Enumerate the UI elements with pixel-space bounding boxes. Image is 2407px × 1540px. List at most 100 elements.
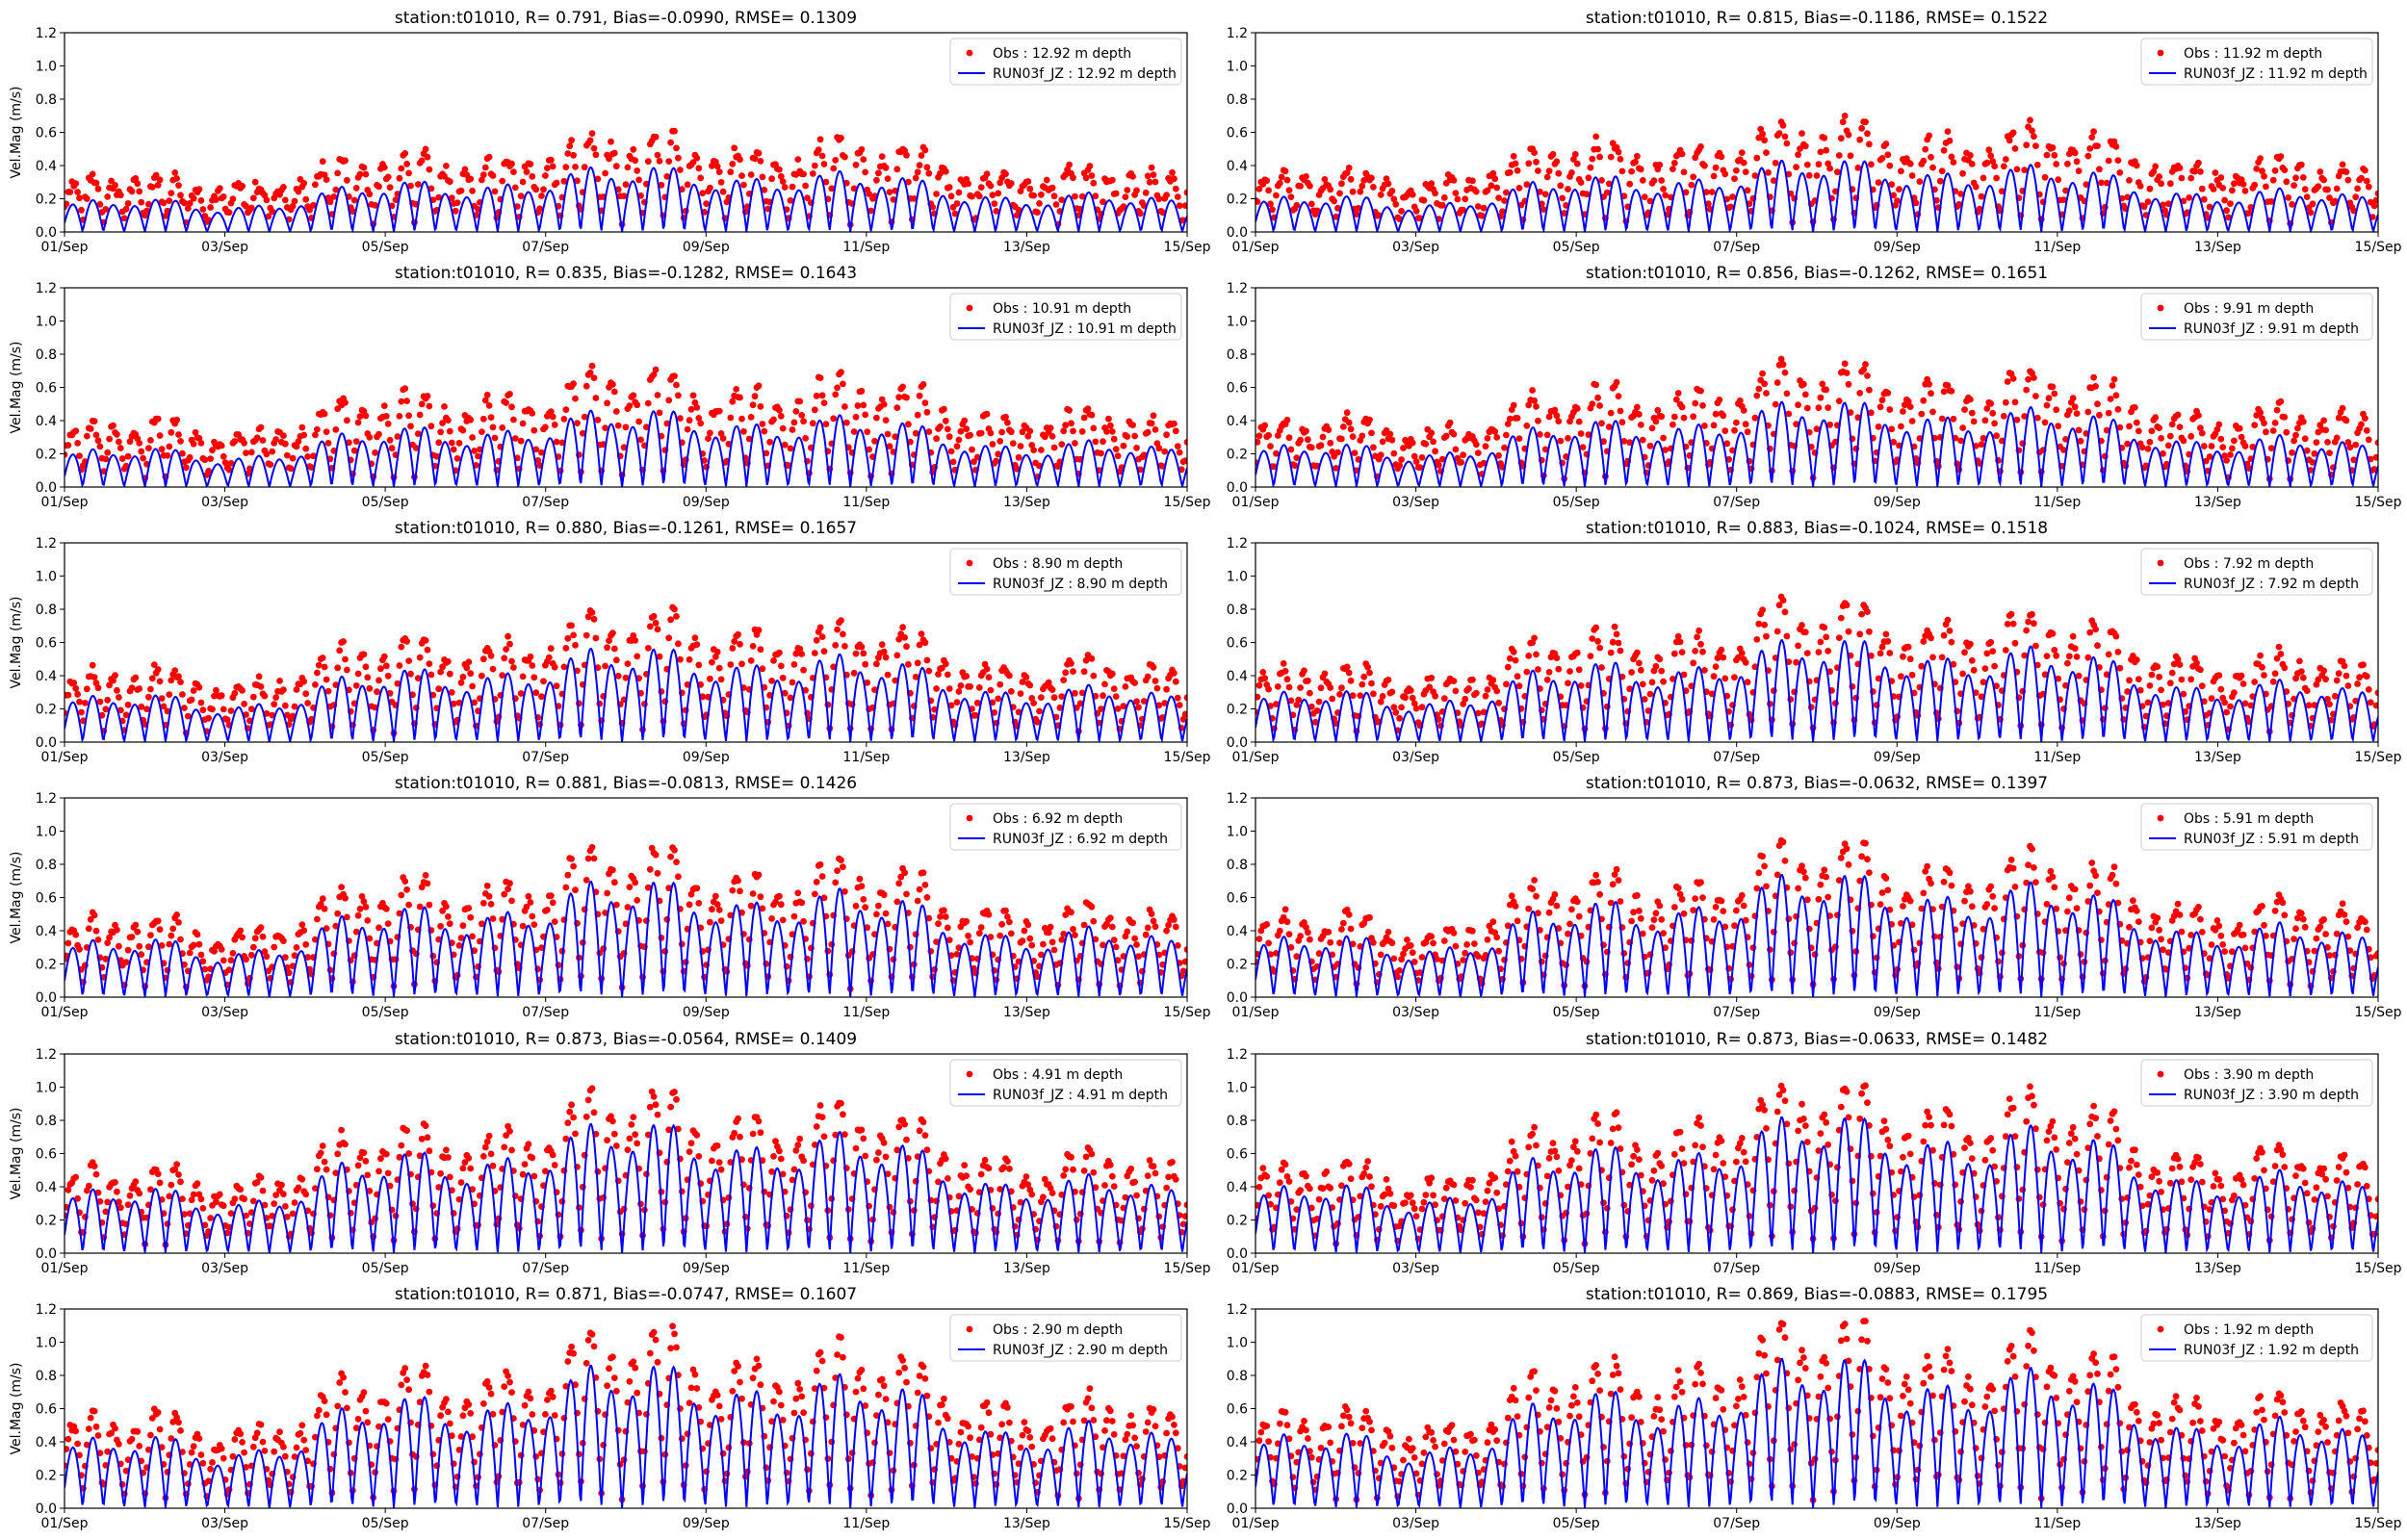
obs-point — [334, 910, 342, 917]
obs-point — [251, 935, 259, 942]
obs-point — [396, 413, 403, 420]
obs-point — [289, 454, 297, 462]
obs-point — [568, 137, 575, 144]
obs-point — [1411, 700, 1418, 707]
obs-point — [947, 192, 955, 200]
obs-point — [1777, 355, 1785, 363]
obs-point — [1273, 701, 1280, 707]
obs-point — [816, 136, 824, 143]
legend-box — [949, 803, 1182, 851]
obs-point — [2158, 180, 2165, 188]
obs-point — [1557, 182, 1565, 190]
obs-point — [1070, 926, 1076, 933]
obs-point — [312, 431, 319, 439]
obs-point — [2299, 674, 2307, 681]
x-tick-label: 07/Sep — [1713, 750, 1760, 765]
obs-point — [124, 452, 132, 460]
obs-point — [1060, 427, 1068, 435]
obs-point — [2367, 699, 2374, 706]
obs-point — [2178, 174, 2186, 182]
obs-point — [1327, 439, 1334, 447]
x-tick-label: 01/Sep — [1232, 495, 1280, 510]
obs-point — [529, 410, 536, 417]
obs-point — [2065, 407, 2073, 415]
obs-point — [787, 196, 794, 204]
obs-point — [1825, 648, 1832, 654]
obs-point — [1688, 181, 1695, 189]
obs-point — [2217, 435, 2225, 443]
obs-point — [1763, 390, 1770, 397]
obs-point — [505, 886, 511, 892]
obs-point — [1493, 184, 1501, 192]
obs-point — [1388, 939, 1396, 947]
obs-point — [2221, 699, 2229, 706]
obs-point — [1144, 673, 1152, 680]
obs-point — [794, 889, 802, 897]
obs-point — [2187, 174, 2195, 182]
obs-point — [2342, 672, 2350, 680]
obs-point — [1535, 910, 1541, 917]
obs-point — [2311, 449, 2318, 457]
obs-point — [1801, 142, 1809, 150]
obs-point — [2326, 449, 2333, 456]
obs-point — [963, 425, 971, 433]
obs-point — [424, 880, 431, 887]
obs-point — [715, 664, 723, 672]
obs-point — [1712, 904, 1720, 911]
obs-point — [439, 420, 446, 426]
obs-point — [2126, 923, 2133, 931]
obs-point — [457, 680, 465, 686]
obs-point — [2009, 129, 2017, 137]
obs-point — [1613, 865, 1620, 873]
obs-point — [1394, 973, 1402, 981]
obs-point — [834, 384, 841, 392]
obs-point — [983, 665, 991, 673]
y-tick-label: 0.4 — [36, 924, 57, 939]
obs-point — [1174, 694, 1181, 702]
obs-point — [2200, 443, 2208, 449]
obs-point — [921, 639, 929, 647]
obs-point — [427, 185, 435, 192]
obs-point — [1533, 892, 1540, 900]
x-tick-label: 01/Sep — [41, 495, 89, 510]
obs-point — [1112, 693, 1120, 700]
obs-point — [747, 657, 755, 664]
obs-point — [1269, 206, 1276, 214]
obs-point — [1489, 677, 1497, 683]
obs-point — [519, 673, 527, 680]
obs-point — [2217, 174, 2225, 181]
obs-point — [1674, 885, 1682, 891]
obs-point — [953, 200, 961, 207]
legend-model-label: RUN03f_JZ : 7.92 m depth — [2184, 577, 2359, 592]
obs-point — [2071, 645, 2079, 653]
obs-point — [2271, 167, 2279, 174]
obs-point — [1669, 166, 1676, 173]
obs-point — [1841, 113, 1849, 119]
obs-point — [635, 418, 642, 425]
obs-point — [171, 667, 179, 675]
obs-point — [2051, 390, 2058, 398]
obs-point — [2212, 169, 2219, 176]
obs-point — [126, 438, 134, 446]
obs-point — [1565, 930, 1571, 937]
obs-point — [1140, 698, 1148, 705]
subplot-8: station:t01010, R= 0.873, Bias=-0.0632, … — [1227, 774, 2402, 1020]
obs-point — [304, 954, 311, 961]
obs-point — [2049, 629, 2057, 637]
obs-point — [969, 192, 975, 200]
obs-point — [74, 189, 81, 195]
obs-point — [1259, 669, 1267, 676]
obs-point — [1007, 688, 1015, 695]
obs-point — [1150, 663, 1157, 671]
obs-point — [1628, 917, 1635, 925]
obs-point — [422, 872, 429, 879]
obs-point — [1412, 458, 1420, 465]
obs-point — [570, 862, 577, 870]
obs-point — [2292, 675, 2299, 682]
obs-point — [1411, 452, 1418, 460]
obs-point — [2136, 686, 2144, 694]
obs-point — [1108, 176, 1116, 184]
obs-point — [2013, 416, 2021, 424]
obs-point — [1785, 915, 1793, 923]
obs-point — [2096, 166, 2103, 173]
